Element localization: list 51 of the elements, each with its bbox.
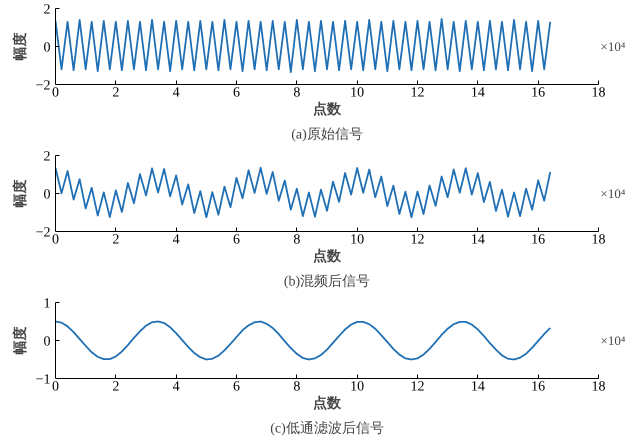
y-tick-label: 0	[44, 40, 50, 56]
y-tick-label: 1	[44, 296, 50, 312]
text: ×10⁴	[600, 39, 626, 54]
text: ×10⁴	[600, 186, 626, 201]
y-tick-label: −2	[36, 226, 51, 240]
x-tick-label: 18	[592, 380, 606, 394]
x-tick-label: 10	[350, 232, 364, 248]
y-axis-title: 幅度	[12, 180, 29, 208]
y-tick-label: 2	[44, 150, 50, 164]
x-tick-label: 14	[470, 86, 485, 100]
x-tick-label: 2	[112, 232, 120, 248]
x-tick-label: 2	[112, 380, 120, 394]
y-tick-label: 0	[44, 188, 50, 202]
text: (a)原始信号	[291, 126, 363, 142]
y-tick-label: −1	[36, 372, 51, 388]
x-tick-label: 14	[470, 380, 485, 394]
x-tick-label: 10	[350, 380, 364, 394]
x-tick-label: 12	[410, 232, 424, 248]
line-series	[56, 166, 552, 218]
x-tick-label: 8	[293, 380, 300, 394]
x-tick-label: 16	[531, 380, 546, 394]
x-tick-label: 8	[293, 232, 300, 248]
x-tick-label: 12	[410, 86, 424, 100]
x-tick-label: 12	[410, 380, 424, 394]
x-tick-label: 4	[172, 86, 180, 100]
x-axis-title: 点数	[313, 248, 342, 264]
y-axis-title: 幅度	[12, 326, 29, 354]
y-tick-label: 0	[44, 334, 50, 350]
y-axis-title: 幅度	[12, 32, 29, 60]
x-tick-label: 2	[112, 86, 120, 100]
x-axis-title: 点数	[313, 102, 342, 118]
x-tick-label: 4	[172, 232, 180, 248]
x-tick-label: 4	[172, 380, 180, 394]
x-tick-label: 16	[531, 86, 546, 100]
line-series	[56, 18, 552, 74]
x-tick-label: 18	[592, 86, 606, 100]
line-series	[56, 320, 552, 360]
x-tick-label: 16	[531, 232, 546, 248]
x-tick-label: 8	[293, 86, 300, 100]
y-tick-label: 2	[44, 2, 50, 18]
x-tick-label: 18	[592, 232, 606, 248]
x-tick-label: 6	[233, 232, 240, 248]
x-tick-label: 14	[470, 232, 485, 248]
x-axis-title: 点数	[313, 396, 342, 412]
x-tick-label: 6	[233, 86, 240, 100]
y-tick-label: −2	[36, 78, 51, 94]
x-tick-label: 6	[233, 380, 240, 394]
text: (c)低通滤波后信号	[270, 420, 384, 436]
text: (b)混频后信号	[284, 274, 370, 290]
x-tick-label: 10	[350, 86, 364, 100]
text: ×10⁴	[600, 333, 626, 348]
